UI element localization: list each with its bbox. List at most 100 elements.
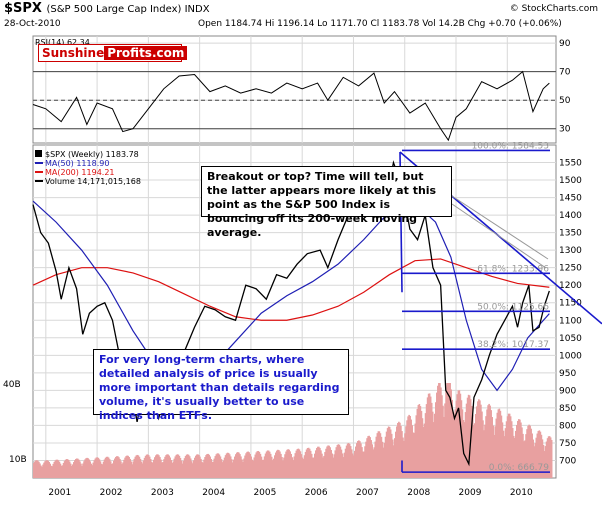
- volume-bar: [94, 458, 97, 478]
- volume-bar: [166, 454, 168, 478]
- price-y-tick-label: 850: [559, 404, 576, 414]
- volume-bar: [158, 455, 160, 478]
- volume-bar: [149, 459, 152, 478]
- volume-bar: [160, 459, 162, 478]
- volume-bar: [252, 460, 255, 478]
- volume-bar: [323, 455, 325, 478]
- volume-bar: [66, 459, 69, 478]
- volume-bar: [170, 460, 173, 478]
- volume-tick-label: 10B: [9, 455, 27, 465]
- price-y-tick-label: 1000: [559, 351, 582, 361]
- price-legend-entry: MA(200) 1194.21: [45, 168, 115, 177]
- volume-bar: [106, 456, 109, 478]
- volume-bar: [56, 459, 59, 478]
- quote-line: Open 1184.74 Hi 1196.14 Lo 1171.70 Cl 11…: [198, 19, 562, 29]
- volume-bar: [276, 450, 278, 478]
- rsi-line: [32, 70, 550, 142]
- volume-bar: [484, 424, 486, 478]
- volume-bar: [232, 459, 235, 478]
- callout-pointer: [451, 203, 547, 269]
- volume-bar: [125, 456, 127, 478]
- volume-bar: [457, 390, 460, 478]
- volume-bar: [202, 462, 204, 478]
- volume-bar: [145, 454, 148, 478]
- rsi-y-tick-label: 90: [559, 39, 571, 49]
- volume-bar: [262, 459, 265, 478]
- volume-bar: [40, 465, 42, 478]
- volume-bar: [481, 411, 483, 478]
- volume-bar: [386, 428, 389, 478]
- volume-bar: [151, 462, 154, 478]
- volume-bar: [362, 451, 364, 478]
- volume-bar: [468, 395, 471, 478]
- volume-bar: [529, 425, 531, 478]
- volume-bar: [445, 390, 447, 478]
- volume-bar: [80, 463, 82, 478]
- volume-bar: [500, 415, 503, 478]
- volume-bar: [355, 446, 357, 478]
- volume-bar: [277, 449, 279, 478]
- price-y-tick-label: 1200: [559, 281, 582, 291]
- volume-bar: [119, 459, 121, 478]
- volume-bar: [377, 431, 380, 478]
- volume-bar: [505, 421, 508, 478]
- volume-bar: [520, 422, 522, 478]
- volume-bar: [409, 415, 411, 478]
- volume-bar: [321, 453, 323, 478]
- volume-bar: [65, 459, 68, 478]
- volume-bar: [129, 458, 131, 478]
- volume-bar: [61, 465, 64, 478]
- volume-bar: [267, 450, 270, 478]
- volume-bar: [115, 456, 117, 478]
- volume-bar: [294, 453, 297, 478]
- volume-bar: [93, 460, 96, 478]
- volume-bar: [487, 405, 489, 478]
- volume-bar: [191, 463, 194, 478]
- volume-bar: [326, 446, 328, 478]
- volume-bar: [398, 421, 400, 478]
- volume-bar: [363, 451, 365, 478]
- volume-bar: [336, 445, 339, 478]
- volume-bar: [305, 449, 308, 478]
- volume-bar: [223, 457, 226, 478]
- volume-bar: [235, 454, 237, 478]
- volume-bar: [545, 441, 548, 478]
- volume-bar: [310, 453, 313, 478]
- fibonacci-label: 100.0%: 1584.53: [472, 141, 549, 151]
- volume-bar: [112, 460, 115, 478]
- volume-bar: [48, 461, 50, 478]
- volume-bar: [289, 451, 291, 478]
- volume-bar: [122, 462, 124, 478]
- volume-bar: [244, 455, 246, 478]
- volume-bar: [148, 456, 151, 478]
- volume-bar: [264, 453, 267, 478]
- volume-bar: [496, 412, 499, 478]
- volume-bar: [187, 454, 190, 478]
- volume-bar: [493, 434, 496, 478]
- volume-bar: [337, 444, 340, 478]
- volume-bar: [254, 454, 257, 478]
- volume-bar: [92, 462, 95, 478]
- volume-bar: [161, 462, 163, 478]
- volume-bar: [544, 446, 547, 478]
- volume-bar: [504, 428, 507, 478]
- volume-bar: [279, 451, 281, 478]
- volume-bar: [356, 443, 358, 478]
- volume-bar: [298, 449, 301, 478]
- volume-bar: [463, 422, 466, 478]
- volume-bar: [340, 449, 343, 478]
- volume-bar: [68, 461, 71, 478]
- volume-bar: [271, 460, 274, 478]
- volume-bar: [250, 456, 253, 478]
- volume-bar: [489, 405, 491, 478]
- price-legend-entry: $SPX (Weekly) 1183.78: [45, 150, 139, 159]
- volume-bar: [495, 418, 498, 478]
- volume-bar: [49, 463, 52, 478]
- volume-bar: [171, 463, 174, 478]
- volume-bar: [201, 461, 203, 478]
- volume-bar: [293, 456, 296, 478]
- volume-bar: [131, 464, 134, 478]
- volume-bar: [116, 456, 118, 478]
- volume-bar: [425, 404, 428, 478]
- volume-bar: [79, 461, 81, 478]
